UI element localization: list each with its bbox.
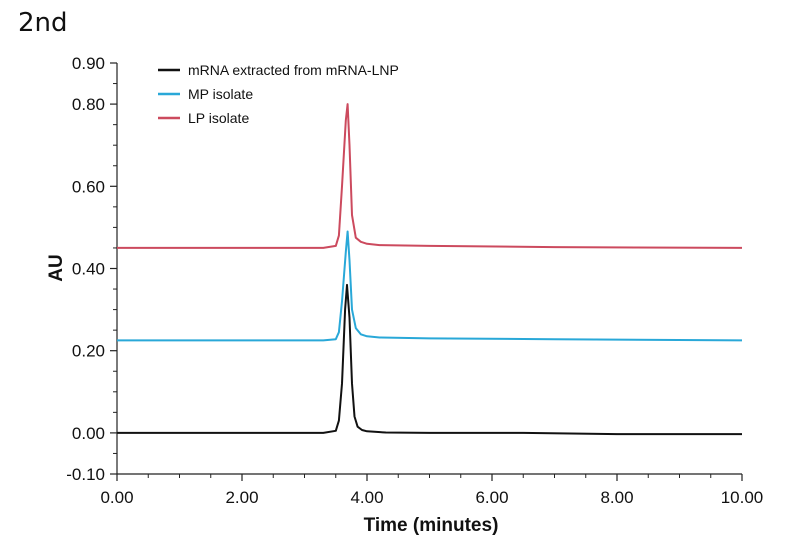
x-tick-label: 0.00 <box>100 488 133 507</box>
x-tick-label: 8.00 <box>600 488 633 507</box>
legend-label: mRNA extracted from mRNA-LNP <box>188 62 399 78</box>
y-tick-label: 0.40 <box>72 260 105 279</box>
legend: mRNA extracted from mRNA-LNP MP isolate LP… <box>158 62 399 126</box>
series-line-2 <box>117 230 743 342</box>
corner-label: 2nd <box>18 8 68 38</box>
series-layer <box>117 103 743 436</box>
x-tick-label: 4.00 <box>350 488 383 507</box>
y-axis-title: AU <box>46 254 67 281</box>
series-line-1 <box>117 283 742 436</box>
x-tick-label: 10.00 <box>721 488 764 507</box>
legend-label: LP isolate <box>188 110 249 126</box>
y-tick-label: 0.60 <box>72 177 105 196</box>
x-axis-title: Time (minutes) <box>364 515 499 536</box>
y-tick-label: 0.80 <box>72 95 105 114</box>
y-tick-label: 0.00 <box>72 424 105 443</box>
legend-label: MP isolate <box>188 86 253 102</box>
y-tick-label: 0.90 <box>72 54 105 73</box>
y-tick-label: 0.20 <box>72 342 105 361</box>
y-tick-label: -0.10 <box>66 465 105 484</box>
series-line-3 <box>117 103 743 249</box>
x-tick-label: 6.00 <box>475 488 508 507</box>
x-tick-label: 2.00 <box>225 488 258 507</box>
axes: 0.00 2.00 4.00 6.00 8.00 10.00 -0.10 0.00 0.20 0.… <box>66 54 763 507</box>
